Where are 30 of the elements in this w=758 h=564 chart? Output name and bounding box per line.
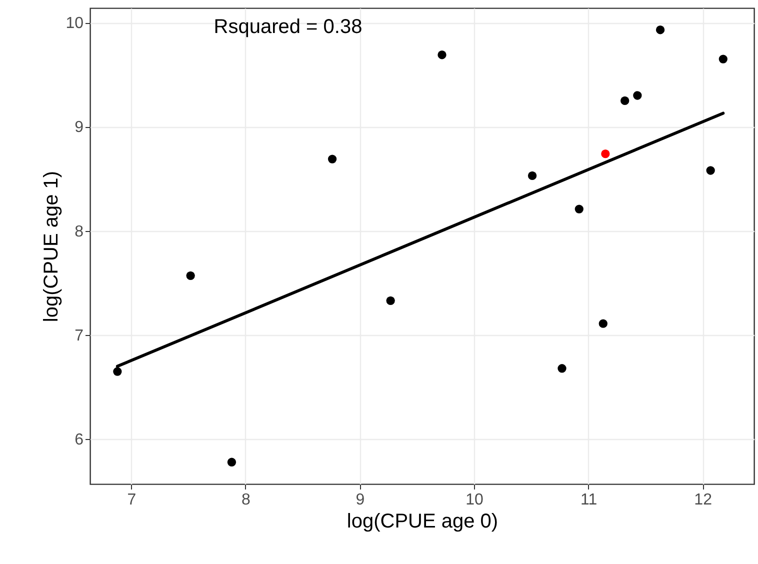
point <box>386 296 395 306</box>
point <box>620 96 630 106</box>
point <box>328 154 337 164</box>
point <box>186 271 195 280</box>
y-tick-label: 8 <box>74 223 84 240</box>
point <box>598 319 608 328</box>
point <box>718 54 728 64</box>
point <box>574 204 584 214</box>
x-tick-label: 11 <box>580 492 598 508</box>
y-tick-label: 9 <box>74 119 84 136</box>
point <box>438 50 446 60</box>
point <box>227 458 236 466</box>
point <box>113 367 122 376</box>
y-tick-label: 10 <box>66 15 84 32</box>
x-tick-label: 12 <box>694 492 712 508</box>
point <box>558 364 566 373</box>
x-tick-label: 10 <box>466 492 484 508</box>
x-tick-label: 7 <box>127 492 136 508</box>
point <box>656 26 665 34</box>
x-axis-title: log(CPUE age 0) <box>346 510 498 532</box>
point <box>706 166 715 175</box>
point <box>528 171 537 180</box>
y-tick-label: 7 <box>74 328 84 345</box>
y-axis-title: log(CPUE age 1) <box>40 170 63 322</box>
point <box>601 150 610 158</box>
x-tick-label: 8 <box>241 492 250 508</box>
x-tick-label: 9 <box>356 492 365 508</box>
point <box>633 91 642 100</box>
annotation: Rsquared = 0.38 <box>214 16 362 38</box>
y-tick-label: 6 <box>74 432 84 449</box>
